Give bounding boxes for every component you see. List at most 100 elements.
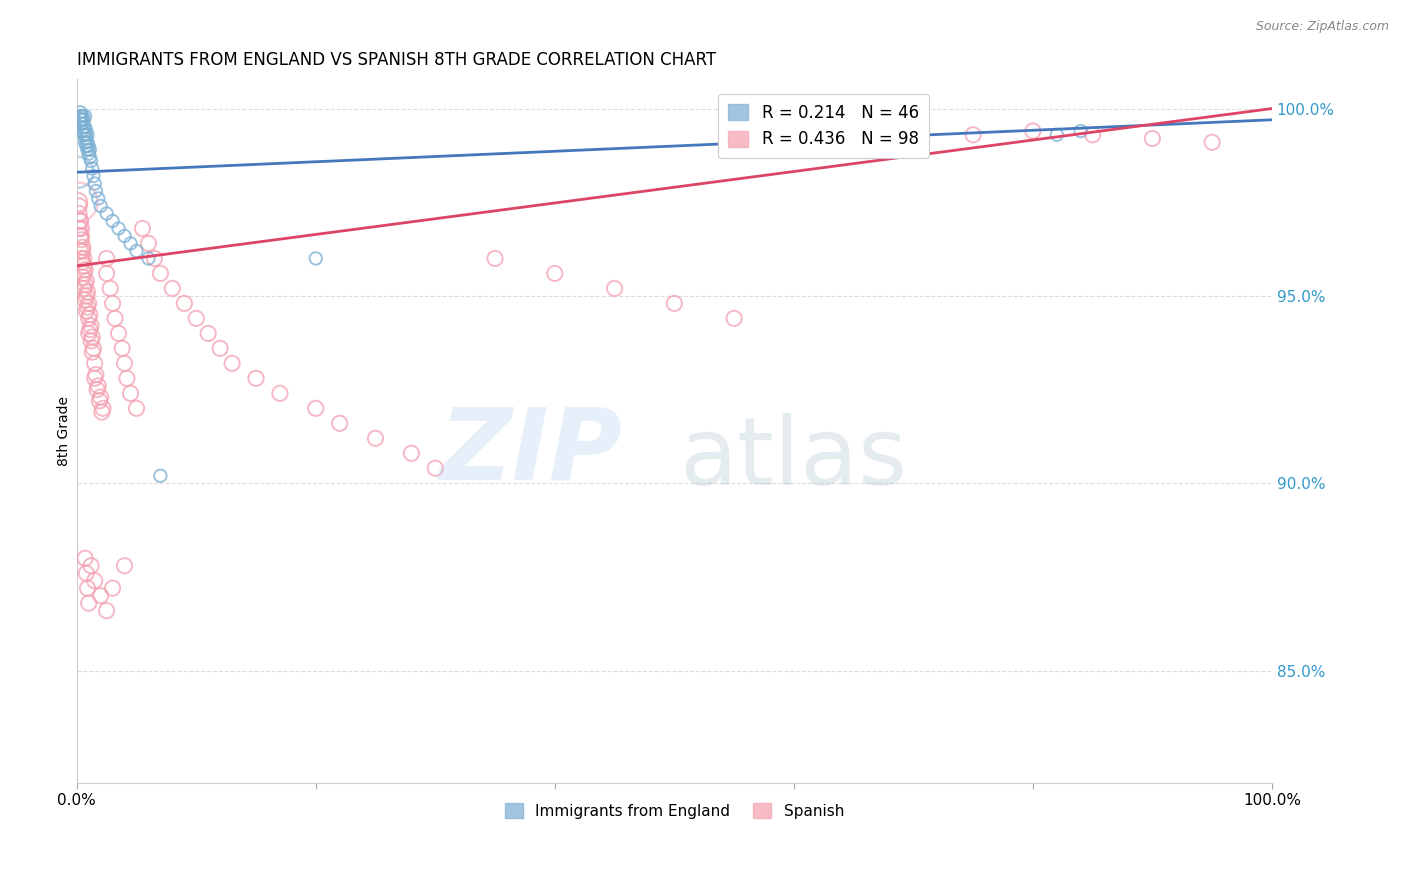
Point — [69, 214, 91, 228]
Point — [75, 109, 97, 123]
Point — [77, 311, 100, 326]
Point — [70, 116, 93, 130]
Point — [245, 371, 267, 385]
Point — [962, 128, 984, 142]
Point — [72, 270, 94, 285]
Point — [101, 296, 124, 310]
Point — [66, 195, 89, 210]
Point — [72, 124, 94, 138]
Point — [115, 371, 138, 385]
Point — [1142, 131, 1164, 145]
Point — [82, 161, 104, 176]
Point — [1022, 124, 1045, 138]
Point — [75, 128, 97, 142]
Point — [162, 281, 184, 295]
Point — [79, 143, 101, 157]
Point — [80, 558, 103, 573]
Point — [173, 296, 195, 310]
Point — [138, 236, 160, 251]
Point — [783, 131, 806, 145]
Point — [73, 128, 96, 142]
Point — [70, 221, 93, 235]
Point — [77, 326, 100, 341]
Point — [76, 135, 98, 149]
Point — [131, 221, 153, 235]
Point — [197, 326, 219, 341]
Point — [89, 393, 111, 408]
Point — [69, 244, 91, 258]
Point — [82, 342, 104, 356]
Point — [186, 311, 208, 326]
Point — [77, 139, 100, 153]
Point — [73, 259, 96, 273]
Point — [1046, 128, 1069, 142]
Point — [107, 221, 129, 235]
Point — [120, 386, 142, 401]
Point — [67, 112, 90, 127]
Point — [69, 214, 91, 228]
Point — [209, 342, 232, 356]
Point — [76, 285, 98, 300]
Point — [87, 192, 110, 206]
Text: Source: ZipAtlas.com: Source: ZipAtlas.com — [1256, 20, 1389, 33]
Point — [425, 461, 447, 475]
Point — [544, 267, 567, 281]
Point — [114, 558, 136, 573]
Point — [90, 405, 112, 419]
Point — [104, 311, 127, 326]
Point — [84, 368, 107, 382]
Point — [143, 252, 166, 266]
Point — [269, 386, 291, 401]
Text: atlas: atlas — [679, 413, 908, 505]
Point — [107, 326, 129, 341]
Text: ZIP: ZIP — [440, 403, 623, 500]
Point — [96, 267, 118, 281]
Point — [96, 206, 118, 220]
Point — [1081, 128, 1104, 142]
Point — [91, 401, 114, 416]
Point — [75, 262, 97, 277]
Point — [329, 417, 352, 431]
Text: IMMIGRANTS FROM ENGLAND VS SPANISH 8TH GRADE CORRELATION CHART: IMMIGRANTS FROM ENGLAND VS SPANISH 8TH G… — [77, 51, 716, 69]
Point — [83, 371, 105, 385]
Point — [66, 165, 89, 179]
Point — [77, 146, 100, 161]
Point — [70, 109, 93, 123]
Point — [82, 345, 104, 359]
Point — [66, 195, 89, 210]
Point — [305, 252, 328, 266]
Point — [76, 581, 98, 595]
Point — [149, 468, 172, 483]
Point — [75, 566, 97, 581]
Point — [79, 308, 101, 322]
Point — [221, 356, 243, 370]
Point — [82, 330, 104, 344]
Point — [75, 304, 97, 318]
Point — [72, 240, 94, 254]
Point — [96, 604, 118, 618]
Point — [75, 139, 97, 153]
Point — [69, 229, 91, 244]
Point — [484, 252, 506, 266]
Point — [149, 267, 172, 281]
Point — [72, 244, 94, 258]
Point — [96, 252, 118, 266]
Point — [73, 252, 96, 266]
Point — [783, 128, 806, 142]
Point — [75, 124, 97, 138]
Point — [75, 293, 97, 307]
Point — [67, 199, 90, 213]
Point — [401, 446, 423, 460]
Point — [83, 574, 105, 588]
Point — [1070, 124, 1092, 138]
Point — [84, 184, 107, 198]
Point — [75, 135, 97, 149]
Point — [842, 131, 865, 145]
Point — [75, 274, 97, 288]
Point — [72, 109, 94, 123]
Point — [75, 551, 97, 566]
Point — [75, 120, 97, 135]
Point — [903, 135, 925, 149]
Point — [67, 206, 90, 220]
Point — [80, 334, 103, 348]
